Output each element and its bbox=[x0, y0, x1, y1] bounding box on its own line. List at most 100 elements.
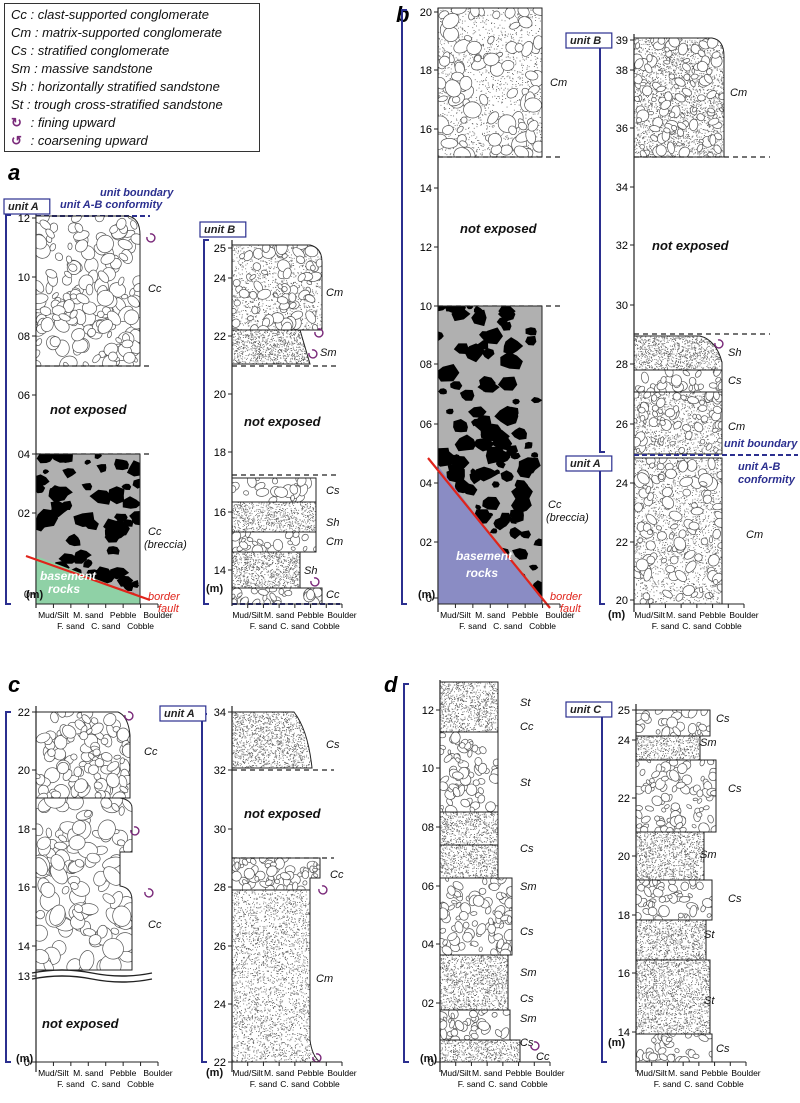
unit-label-c: unit C bbox=[565, 701, 613, 718]
grain-label: Pebble bbox=[110, 610, 137, 620]
facies-label: Cs bbox=[728, 783, 742, 795]
grain-label: C. sand bbox=[488, 1079, 518, 1089]
grain-label: Pebble bbox=[701, 1068, 728, 1078]
tick-label: 22 bbox=[616, 537, 628, 549]
tick-label: 10 bbox=[420, 301, 432, 313]
depth-scale-d2: 25 24 22 20 18 16 14 bbox=[601, 704, 637, 1072]
unit-bracket bbox=[599, 459, 605, 605]
grain-label: Boulder bbox=[327, 1068, 356, 1078]
grain-label: Boulder bbox=[535, 1068, 564, 1078]
tick-label: 14 bbox=[618, 1027, 630, 1039]
facies-label: (breccia) bbox=[546, 512, 589, 524]
grain-label: C. sand bbox=[684, 1079, 714, 1089]
bed-outline bbox=[635, 759, 717, 833]
fault-label: fault bbox=[158, 603, 180, 615]
tick-label: 20 bbox=[618, 851, 630, 863]
tick-label: 32 bbox=[616, 240, 628, 252]
unit-conformity-note: unit A-B bbox=[738, 461, 780, 473]
tick-label: 02 bbox=[422, 998, 434, 1010]
grain-label: F. sand bbox=[458, 1079, 486, 1089]
grain-axis-d1: Mud/Silt M. sand Pebble Boulder F. sand C. sa… bbox=[440, 1061, 565, 1089]
facies-label: Sm bbox=[700, 737, 717, 749]
legend-item-sh: Sh : horizontally stratified sandstone bbox=[11, 79, 220, 94]
fining-upward-icon bbox=[130, 826, 140, 836]
tick-label: 18 bbox=[214, 447, 226, 459]
grain-label: Boulder bbox=[545, 610, 574, 620]
unit-label: unit A bbox=[8, 201, 39, 213]
facies-sh bbox=[232, 502, 316, 532]
unit-bracket bbox=[403, 683, 409, 1063]
not-exposed-label: not exposed bbox=[244, 806, 322, 821]
fining-upward-icon bbox=[312, 1053, 322, 1063]
facies-sm bbox=[636, 736, 700, 760]
tick-label: 13 bbox=[18, 971, 30, 983]
grain-label: Pebble bbox=[699, 610, 726, 620]
grain-label: Pebble bbox=[512, 610, 539, 620]
tick-label: 14 bbox=[420, 183, 432, 195]
facies-cs bbox=[232, 712, 312, 768]
bed-outline bbox=[231, 329, 311, 365]
coarsening-upward-icon: ↺ bbox=[11, 133, 22, 148]
legend-item-fining: ↻ : fining upward bbox=[11, 115, 116, 130]
facies-label: Cc bbox=[144, 746, 158, 758]
facies-label: Cc bbox=[148, 526, 162, 538]
tick-label: 02 bbox=[420, 537, 432, 549]
tick-label: 10 bbox=[18, 272, 30, 284]
facies-label: Cs bbox=[326, 485, 340, 497]
tick-label: 06 bbox=[18, 390, 30, 402]
unit-label: unit C bbox=[570, 704, 602, 716]
bed-outline bbox=[635, 879, 713, 921]
bed-outline bbox=[231, 711, 313, 769]
facies-cs bbox=[440, 1010, 510, 1040]
grain-label: Pebble bbox=[505, 1068, 532, 1078]
not-exposed-label: not exposed bbox=[50, 402, 128, 417]
bed-outline bbox=[439, 877, 513, 956]
bed-outline bbox=[231, 889, 322, 1063]
facies-st bbox=[440, 812, 498, 845]
fining-upward-icon bbox=[308, 349, 318, 359]
grain-label: Cobble bbox=[521, 1079, 548, 1089]
facies-st bbox=[636, 960, 710, 1034]
tick-label: 30 bbox=[214, 824, 226, 836]
grain-label: Pebble bbox=[297, 610, 324, 620]
facies-label: Sm bbox=[520, 967, 537, 979]
border-fault bbox=[25, 554, 151, 602]
grain-axis-b2: Mud/Silt M. sand Pebble Boulder F. sand C. sa… bbox=[634, 603, 759, 631]
facies-label: Cm bbox=[550, 77, 567, 89]
facies-cc bbox=[232, 588, 322, 604]
fining-upward-icon bbox=[714, 339, 724, 349]
facies-cc bbox=[36, 798, 132, 970]
grain-label: F. sand bbox=[459, 621, 487, 631]
grain-axis-a1: Mud/Silt M. sand Pebble Boulder F. sand C. sa… bbox=[36, 603, 173, 631]
legend-item-sm: Sm : massive sandstone bbox=[11, 61, 153, 76]
grain-label: Cobble bbox=[529, 621, 556, 631]
grain-label: Cobble bbox=[715, 621, 742, 631]
depth-scale-b1: 20 18 16 14 12 10 08 06 04 02 0 bbox=[401, 7, 439, 612]
tick-label: 08 bbox=[18, 331, 30, 343]
unit-text: (m) bbox=[418, 589, 435, 601]
tick-label: 28 bbox=[214, 882, 226, 894]
facies-label: Cc bbox=[520, 721, 534, 733]
grain-label: F. sand bbox=[250, 1079, 278, 1089]
tick-label: 0 bbox=[24, 589, 30, 601]
facies-label: Cm bbox=[746, 529, 763, 541]
bed-outline bbox=[439, 1039, 521, 1063]
tick-label: 12 bbox=[420, 242, 432, 254]
grain-label: Mud/Silt bbox=[232, 1068, 263, 1078]
grain-label: Boulder bbox=[327, 610, 356, 620]
facies-label: Cm bbox=[730, 87, 747, 99]
grain-axis-c2: Mud/Silt M. sand Pebble Boulder F. sand C. sa… bbox=[232, 1061, 357, 1089]
tick-label: 16 bbox=[420, 124, 432, 136]
tick-label: 24 bbox=[616, 478, 628, 490]
unit-label-a: unit A bbox=[159, 705, 207, 722]
depth-scale-d1: 12 10 08 06 04 02 0 bbox=[403, 680, 441, 1072]
facies-label: Cs bbox=[520, 993, 534, 1005]
fining-upward-icon bbox=[318, 885, 328, 895]
bed-outline bbox=[35, 215, 141, 367]
grain-label: Mud/Silt bbox=[232, 610, 263, 620]
legend-box: Cc : clast-supported conglomerate Cm : m… bbox=[4, 3, 260, 152]
facies-label: St bbox=[520, 697, 531, 709]
grain-label: Mud/Silt bbox=[440, 610, 471, 620]
